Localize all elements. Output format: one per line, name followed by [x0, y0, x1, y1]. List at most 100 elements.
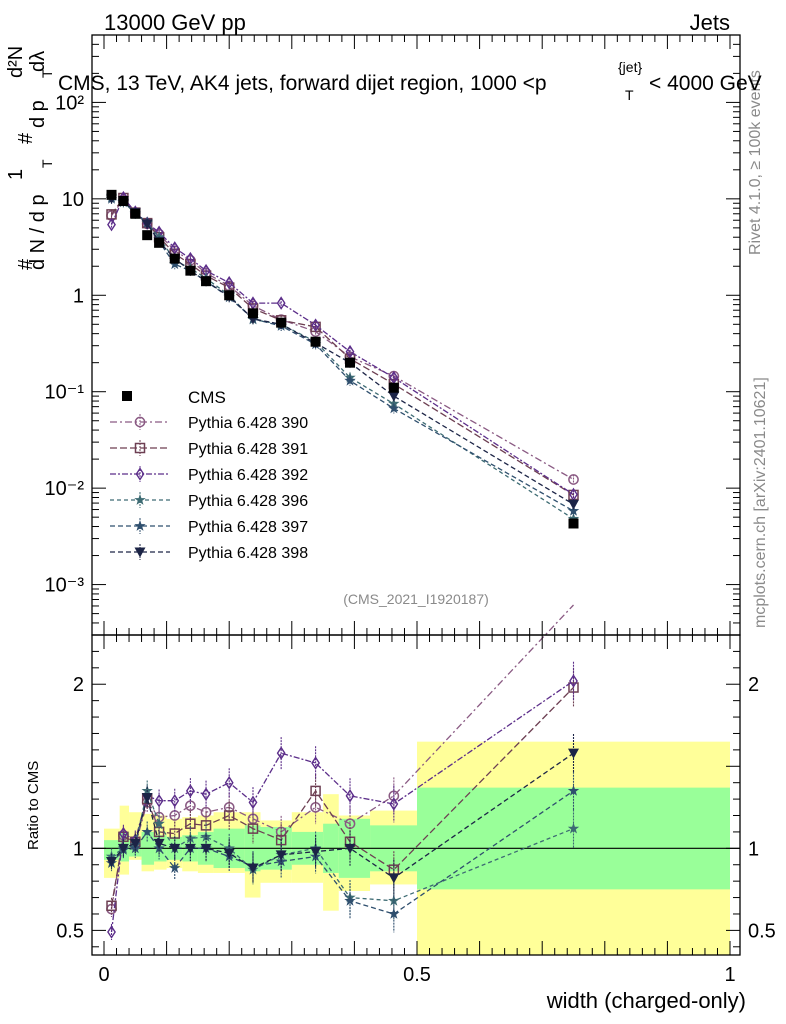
marker-filled-square	[568, 518, 579, 529]
watermark: (CMS_2021_I1920187)	[343, 591, 489, 607]
marker-filled-square	[106, 189, 117, 200]
marker-star	[153, 817, 165, 829]
marker-circle	[388, 790, 400, 802]
series-line	[110, 604, 574, 910]
marker-triangle-down	[117, 843, 129, 854]
series-point	[276, 746, 286, 760]
ylabel-hash-1: #	[15, 258, 37, 270]
data-point	[169, 253, 180, 264]
marker-triangle-down	[310, 847, 322, 858]
series-point	[107, 925, 116, 939]
marker-triangle-down	[169, 843, 181, 854]
series-point	[568, 748, 579, 759]
legend-entry-s397: Pythia 6.428 397	[110, 518, 308, 536]
series-point	[345, 344, 355, 359]
data-point	[568, 518, 579, 529]
series-point	[117, 843, 129, 854]
series-line	[111, 196, 574, 520]
marker-filled-square	[388, 382, 399, 393]
main-ytick-label: 10⁻¹	[45, 382, 85, 404]
series-layer	[105, 189, 580, 941]
series-point	[170, 241, 180, 255]
legend-label: CMS	[188, 388, 226, 407]
series-point	[310, 785, 321, 797]
data-point	[106, 189, 117, 200]
ratio-ytick-label-left: 1	[73, 838, 84, 860]
data-point	[388, 382, 399, 393]
marker-diamond	[107, 217, 116, 232]
series-point	[153, 817, 165, 829]
series-point	[568, 474, 579, 485]
ylabel-dpt: d p	[27, 100, 49, 128]
series-point	[388, 391, 400, 402]
main-ylabel: # 1 d N / d p T # d²N d p T dλ	[5, 46, 55, 270]
series-point	[169, 843, 181, 854]
series-point	[311, 318, 321, 332]
ratio-ylabel: Ratio to CMS	[25, 761, 42, 850]
marker-square	[134, 442, 146, 454]
marker-filled-square	[276, 317, 287, 328]
ratio-ytick-label-left: 2	[73, 674, 84, 696]
series-point	[275, 834, 287, 846]
marker-triangle-down	[344, 843, 356, 854]
data-point	[185, 265, 196, 276]
series-point	[141, 219, 153, 230]
marker-triangle-down	[388, 873, 400, 884]
data-point	[201, 276, 212, 287]
legend-entry-s390: Pythia 6.428 390	[110, 414, 308, 432]
marker-diamond	[185, 784, 195, 798]
marker-filled-square	[118, 195, 129, 206]
legend-entry-cms: CMS	[122, 388, 226, 407]
xtick-label: 0	[98, 964, 109, 986]
title-sup: {jet}	[618, 59, 642, 75]
marker-diamond	[276, 746, 286, 760]
marker-triangle-down	[134, 547, 146, 558]
legend: CMS Pythia 6.428 390 Pythia 6.428 391 Pythi…	[110, 388, 308, 562]
series-point	[344, 843, 356, 854]
marker-triangle-down	[568, 748, 579, 759]
series-point	[275, 850, 287, 861]
marker-star	[344, 374, 356, 386]
legend-marker	[134, 442, 146, 454]
legend-entry-s398: Pythia 6.428 398	[110, 544, 308, 562]
title-end: < 4000 GeV	[649, 72, 762, 95]
series-point	[388, 402, 400, 414]
marker-filled-square	[247, 308, 258, 319]
marker-square	[185, 818, 196, 829]
marker-diamond	[154, 793, 164, 808]
main-ytick-label: 1	[73, 285, 84, 307]
series-point	[567, 822, 580, 834]
marker-star	[567, 512, 580, 524]
series-line	[110, 196, 574, 496]
data-point	[154, 237, 165, 248]
series-point	[223, 848, 235, 859]
data-point	[247, 308, 258, 319]
series-point	[129, 838, 141, 849]
marker-diamond	[201, 787, 211, 801]
marker-diamond	[170, 793, 180, 808]
title-sub: T	[625, 87, 634, 103]
series-point	[169, 862, 181, 873]
marker-circle	[568, 474, 579, 485]
ylabel-t-2: T	[39, 69, 55, 78]
ylabel-d2n: d²N	[5, 46, 27, 78]
main-ytick-label: 10⁻³	[45, 575, 85, 597]
series-point	[107, 217, 116, 232]
series-point	[141, 825, 153, 837]
header-right: Jets	[690, 10, 730, 35]
marker-star	[388, 402, 400, 414]
legend-label: Pythia 6.428 391	[188, 441, 308, 458]
series-point	[184, 832, 197, 844]
header-left: 13000 GeV pp	[104, 10, 246, 35]
series-point	[184, 843, 196, 854]
marker-diamond	[345, 789, 355, 803]
marker-diamond	[135, 467, 145, 481]
axes-layer: 10⁻³ 10⁻² 10⁻¹ 1 10 10² 0 0.5 1 0.5 0.5 1 1 2 2	[45, 34, 776, 986]
series-point	[154, 793, 164, 808]
ylabel-one: 1	[5, 169, 27, 180]
marker-triangle-down	[129, 838, 141, 849]
data-point	[310, 336, 321, 347]
series-line	[111, 752, 574, 879]
marker-filled-square	[142, 230, 153, 241]
series-point	[389, 797, 399, 811]
